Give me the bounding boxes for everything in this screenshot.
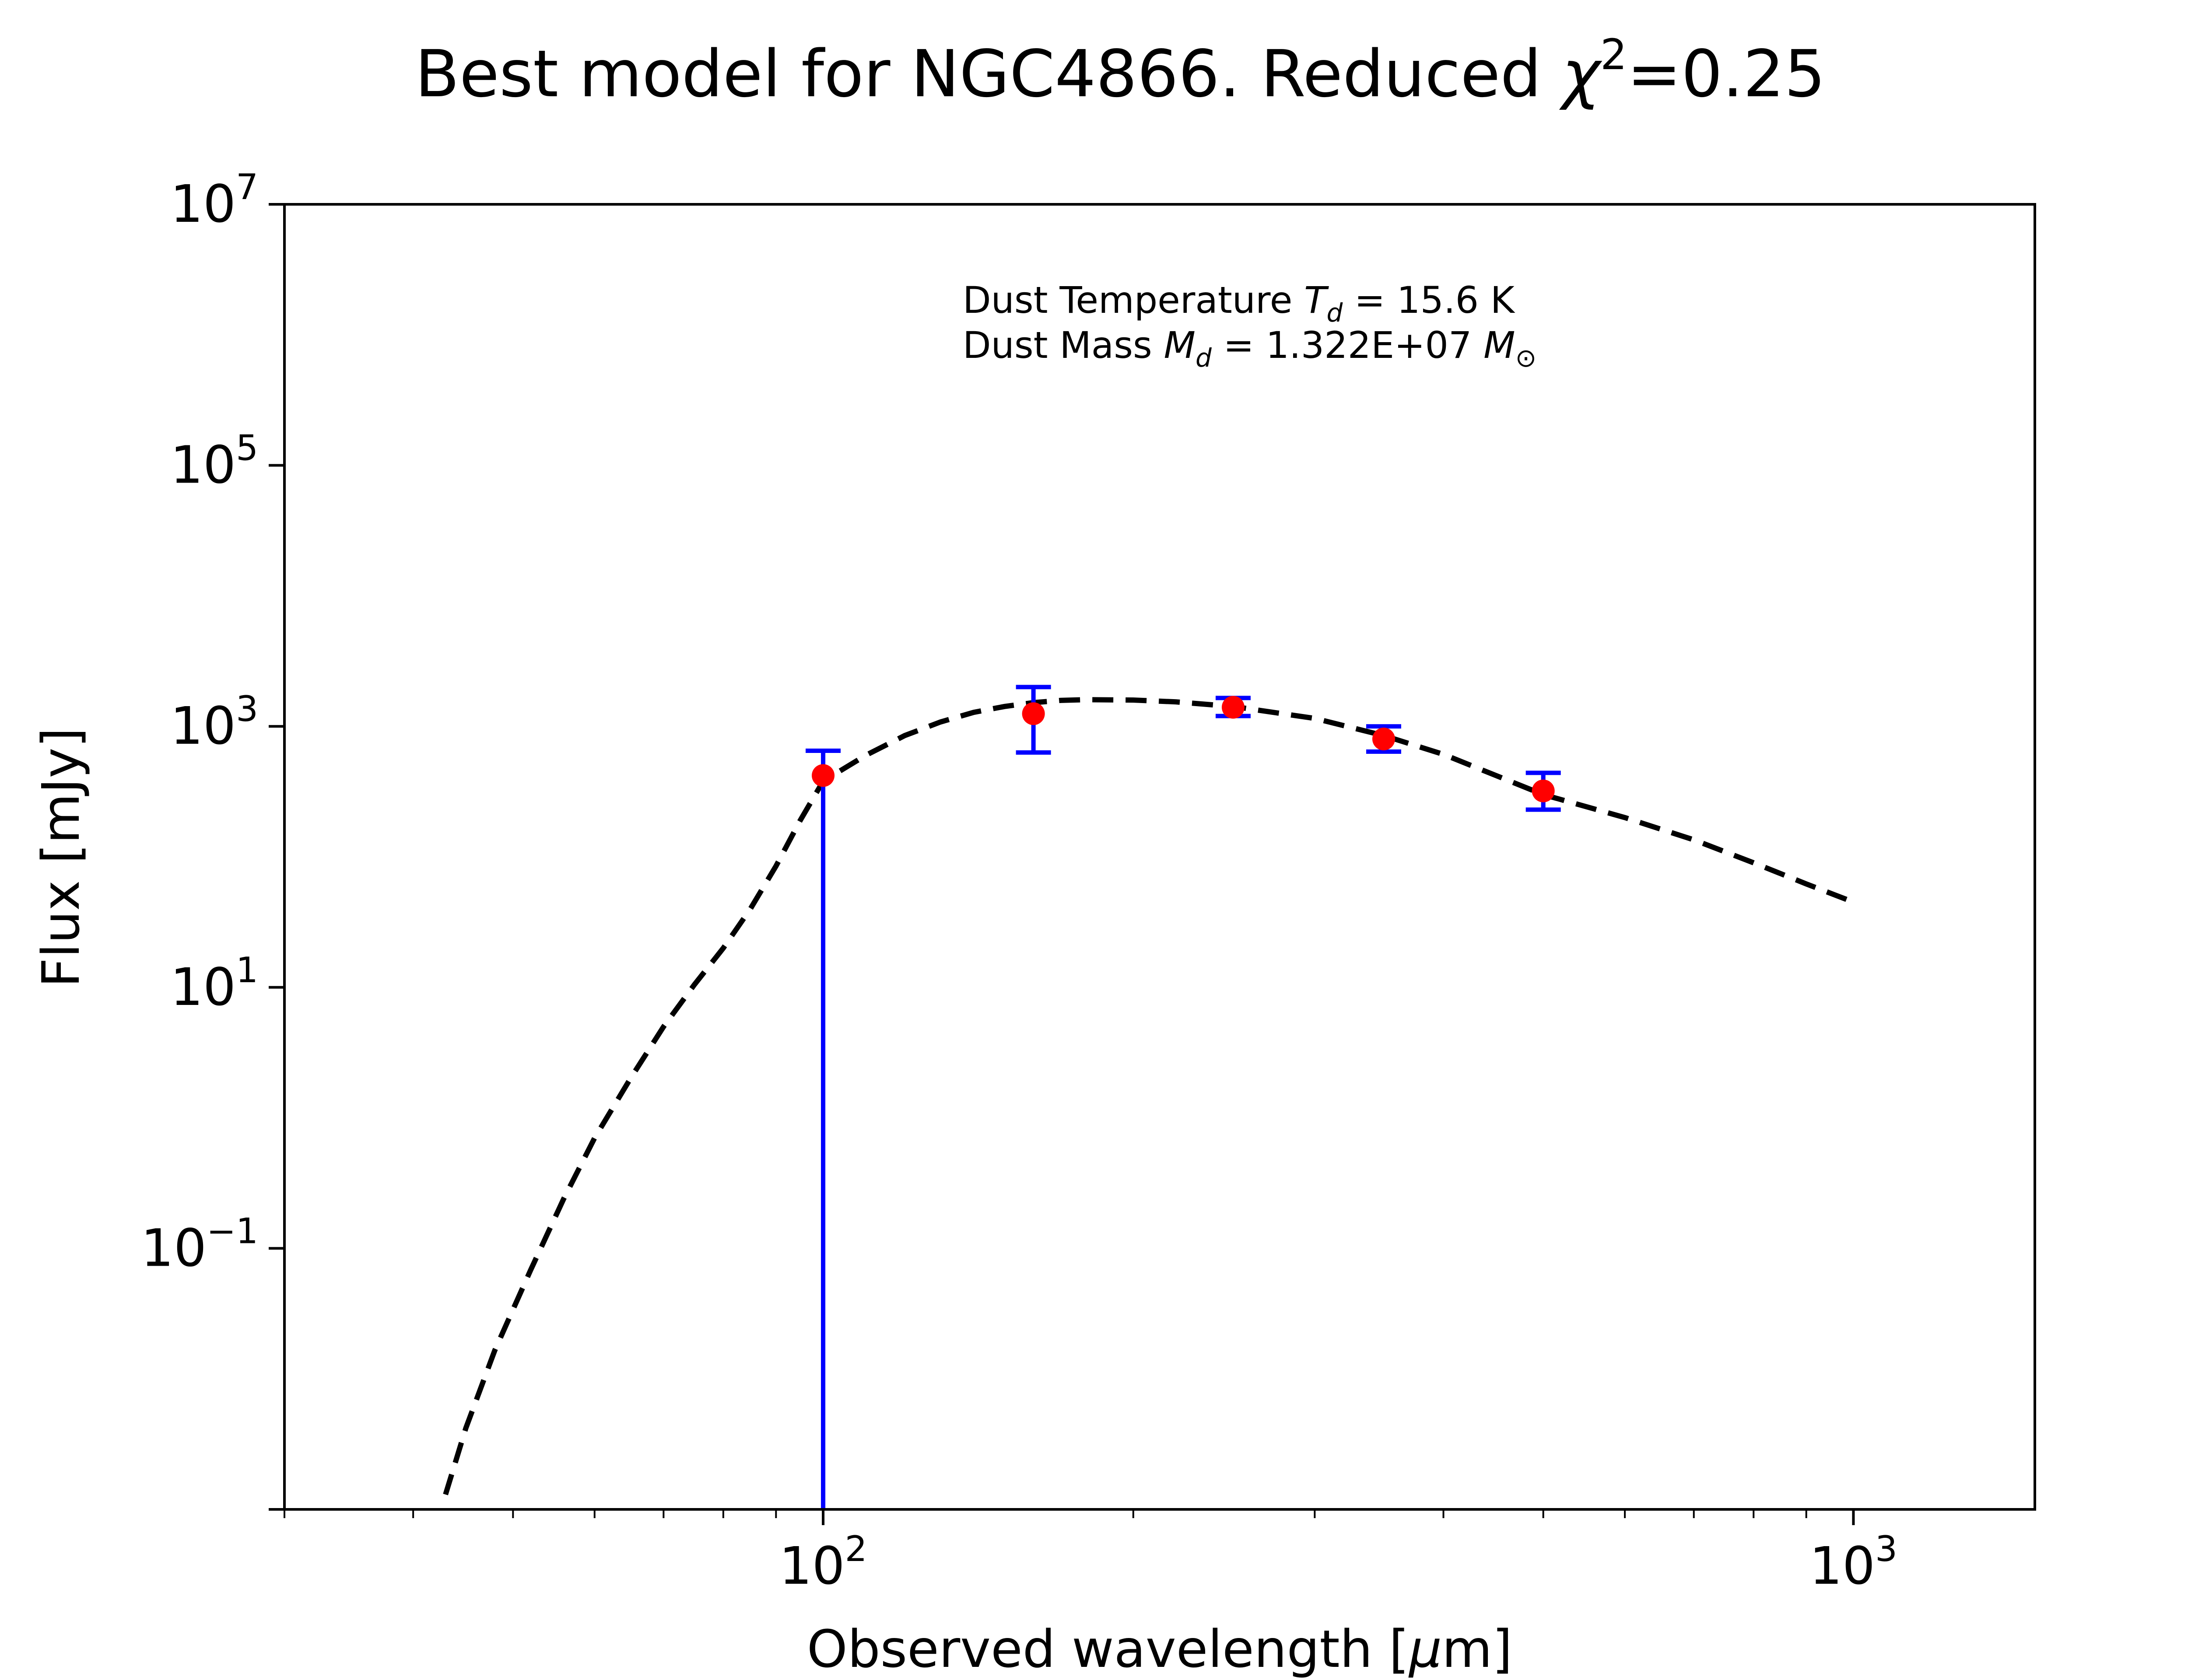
annotation-temperature-label: Dust Temperature	[963, 279, 1304, 322]
y-tick-base-0: 10	[170, 174, 236, 234]
plot-frame	[283, 203, 2036, 1511]
data-point-3	[1372, 728, 1395, 751]
data-point-0	[812, 764, 835, 787]
chart-title-chi: χ	[1559, 36, 1602, 112]
annotation-mass-subscript: d	[1196, 343, 1212, 373]
x-tick-label-1: 103	[1809, 1529, 1897, 1596]
y-tick-label-1: 105	[170, 428, 258, 495]
annotation-temperature-symbol: T	[1304, 279, 1329, 322]
data-point-1	[1022, 702, 1045, 725]
y-tick-label-3: 101	[170, 950, 258, 1017]
chart-title-chi-exp: 2	[1600, 30, 1627, 79]
y-tick-label-0: 107	[170, 167, 258, 234]
data-point-4	[1532, 779, 1555, 802]
x-axis-label-unit: m]	[1442, 1619, 1512, 1679]
x-tick-exp-1: 3	[1875, 1529, 1897, 1569]
model-curve	[443, 697, 1855, 1495]
x-axis-label: Observed wavelength [μm]	[807, 1619, 1512, 1679]
y-tick-base-1: 10	[170, 435, 236, 495]
observations	[806, 685, 1561, 1509]
x-tick-base-1: 10	[1809, 1536, 1875, 1596]
y-tick-base-3: 10	[170, 957, 236, 1017]
y-tick-exp-2: 3	[236, 689, 258, 729]
chart-title-value: =0.25	[1627, 36, 1826, 112]
annotation-temperature: Dust Temperature Td = 15.6 K	[963, 279, 1515, 328]
x-axis-label-main: Observed wavelength [	[807, 1619, 1409, 1679]
y-tick-label-4: 10−1	[141, 1211, 258, 1278]
y-tick-exp-3: 1	[236, 950, 258, 990]
x-tick-exp-0: 2	[845, 1529, 867, 1569]
annotation-temperature-value: = 15.6 K	[1343, 279, 1515, 322]
y-tick-base-2: 10	[170, 696, 236, 756]
annotation-mass-unit-subscript: ⊙	[1515, 343, 1537, 373]
y-tick-base-4: 10	[141, 1218, 207, 1278]
y-tick-exp-1: 5	[236, 428, 258, 469]
annotation-mass-symbol: M	[1164, 324, 1196, 367]
x-tick-base-0: 10	[779, 1536, 845, 1596]
annotation-mass-unit: M	[1483, 324, 1515, 367]
x-axis-ticks: 102 103	[284, 1509, 1897, 1596]
chart-title: Best model for NGC4866. Reduced χ2=0.25	[415, 30, 1825, 112]
x-axis-label-mu: μ	[1408, 1619, 1442, 1679]
chart-title-main: Best model for NGC4866. Reduced	[415, 36, 1562, 112]
y-axis-label: Flux [mJy]	[31, 728, 91, 987]
y-tick-exp-4: −1	[207, 1211, 258, 1251]
data-point-2	[1221, 696, 1245, 719]
annotation-mass-value: = 1.322E+07	[1212, 324, 1483, 367]
x-tick-label-0: 102	[779, 1529, 867, 1596]
y-tick-exp-0: 7	[236, 167, 258, 207]
y-tick-label-2: 103	[170, 689, 258, 756]
annotation-temperature-subscript: d	[1326, 298, 1343, 328]
annotation-mass-label: Dust Mass	[963, 324, 1164, 367]
annotation-mass: Dust Mass Md = 1.322E+07 M⊙	[963, 324, 1536, 373]
